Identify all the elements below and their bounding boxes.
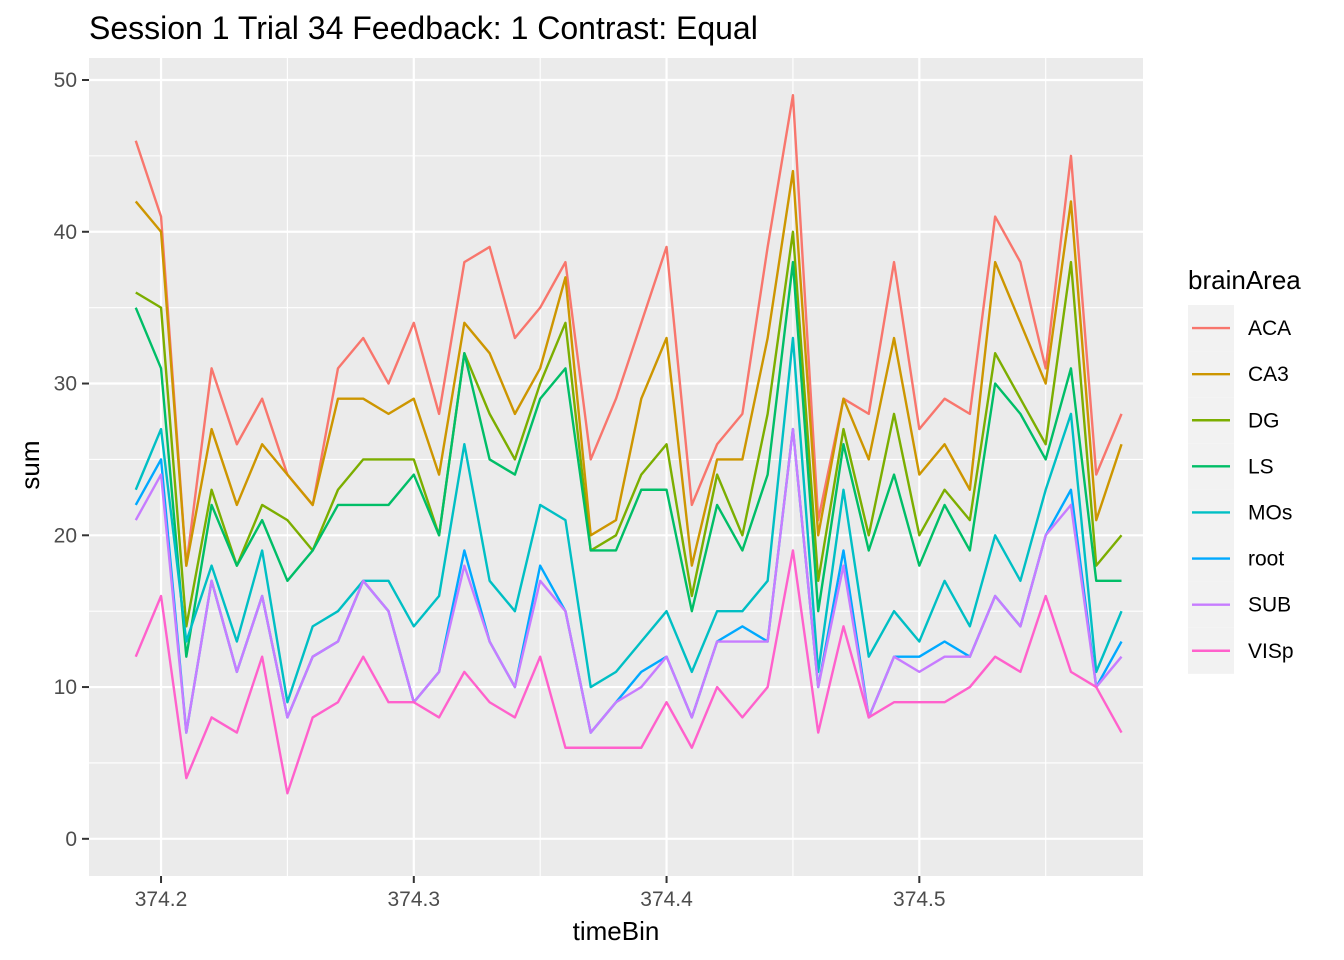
series-line-ls (134, 260, 1122, 658)
legend-label: SUB (1248, 594, 1291, 617)
y-axis-title: sum (15, 440, 45, 489)
series-line-visp (134, 549, 1123, 795)
legend-label: DG (1248, 409, 1280, 432)
x-tick-label: 374.3 (388, 888, 441, 911)
y-tick-label: 20 (54, 524, 77, 547)
series-line-ca3 (134, 169, 1123, 567)
legend-item-sub: SUB (1188, 581, 1291, 628)
legend-item-ls: LS (1188, 443, 1274, 490)
legend-item-root: root (1188, 535, 1284, 582)
x-tick-label: 374.5 (893, 888, 946, 911)
axis-ticks (82, 79, 921, 883)
y-tick-label: 10 (54, 676, 77, 699)
x-axis-tick-labels: 374.2 374.3 374.4 374.5 (135, 888, 946, 911)
series-line-dg (135, 230, 1123, 628)
legend-label: ACA (1248, 317, 1291, 340)
chart-title: Session 1 Trial 34 Feedback: 1 Contrast:… (89, 10, 758, 46)
series-lines (134, 93, 1123, 795)
legend-label: root (1248, 548, 1284, 571)
y-tick-label: 50 (54, 69, 77, 92)
legend-label: LS (1248, 455, 1274, 478)
legend-item-ca3: CA3 (1188, 351, 1289, 398)
x-tick-label: 374.2 (135, 888, 188, 911)
legend-label: VISp (1248, 640, 1294, 663)
plot-panel (89, 58, 1143, 876)
y-tick-label: 0 (65, 828, 77, 851)
legend-item-aca: ACA (1188, 305, 1291, 352)
legend: brainArea ACA CA3 DG LS MOs root SUB VISp (1188, 265, 1301, 674)
y-tick-label: 30 (54, 373, 77, 396)
legend-label: MOs (1248, 501, 1292, 524)
legend-title: brainArea (1188, 265, 1301, 295)
y-axis-tick-labels: 0 10 20 30 40 50 (54, 69, 77, 851)
legend-item-dg: DG (1188, 397, 1280, 444)
x-tick-label: 374.4 (640, 888, 693, 911)
x-axis-title: timeBin (573, 916, 660, 946)
legend-label: CA3 (1248, 363, 1289, 386)
series-line-sub (134, 427, 1123, 734)
series-line-mos (134, 336, 1123, 704)
major-gridlines (89, 58, 1143, 876)
legend-item-visp: VISp (1188, 627, 1294, 674)
legend-item-mos: MOs (1188, 489, 1292, 536)
y-tick-label: 40 (54, 221, 77, 244)
